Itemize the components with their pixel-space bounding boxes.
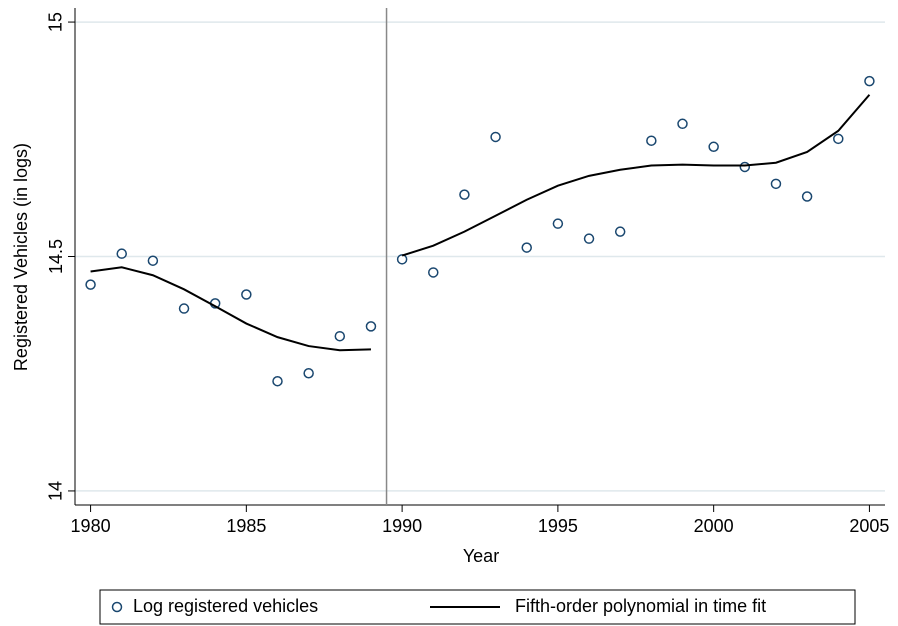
data-point bbox=[521, 242, 532, 253]
data-point bbox=[303, 367, 314, 379]
data-point bbox=[459, 189, 470, 200]
data-point bbox=[272, 375, 283, 387]
fit-line bbox=[401, 94, 871, 257]
data-point bbox=[552, 218, 564, 229]
fit-line bbox=[90, 266, 371, 352]
data-point bbox=[864, 75, 875, 87]
data-point bbox=[428, 267, 439, 278]
x-axis-label: Year bbox=[463, 546, 499, 566]
x-tick-label: 1985 bbox=[226, 516, 266, 536]
data-point bbox=[334, 330, 346, 342]
data-point bbox=[801, 191, 813, 202]
y-tick-label: 15 bbox=[46, 12, 66, 32]
y-axis-label: Registered Vehicles (in logs) bbox=[11, 143, 31, 371]
data-point bbox=[614, 226, 626, 237]
data-point bbox=[708, 141, 719, 153]
x-tick-label: 1980 bbox=[71, 516, 111, 536]
legend-label: Log registered vehicles bbox=[133, 596, 318, 616]
legend-marker bbox=[111, 601, 123, 613]
data-point bbox=[677, 118, 688, 130]
data-point bbox=[85, 279, 96, 290]
data-point bbox=[490, 131, 501, 143]
data-point bbox=[147, 255, 159, 266]
data-point bbox=[739, 161, 751, 173]
data-point bbox=[770, 178, 782, 190]
data-point bbox=[833, 133, 844, 145]
data-point bbox=[583, 233, 595, 244]
data-point bbox=[116, 248, 127, 259]
x-tick-label: 1990 bbox=[382, 516, 422, 536]
data-point bbox=[396, 254, 408, 265]
x-tick-label: 2005 bbox=[849, 516, 889, 536]
legend-label: Fifth-order polynomial in time fit bbox=[515, 596, 766, 616]
legend-box bbox=[99, 589, 856, 625]
x-tick-label: 1995 bbox=[538, 516, 578, 536]
data-point bbox=[646, 135, 657, 146]
data-point bbox=[178, 303, 190, 314]
y-tick-label: 14.5 bbox=[46, 239, 66, 274]
y-tick-label: 14 bbox=[46, 481, 66, 501]
data-point bbox=[365, 321, 377, 332]
x-tick-label: 2000 bbox=[694, 516, 734, 536]
data-point bbox=[241, 289, 252, 300]
